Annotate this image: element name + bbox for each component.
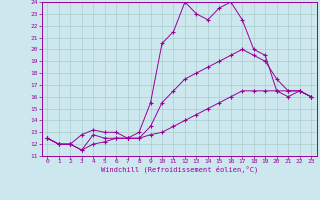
X-axis label: Windchill (Refroidissement éolien,°C): Windchill (Refroidissement éolien,°C) bbox=[100, 166, 258, 173]
